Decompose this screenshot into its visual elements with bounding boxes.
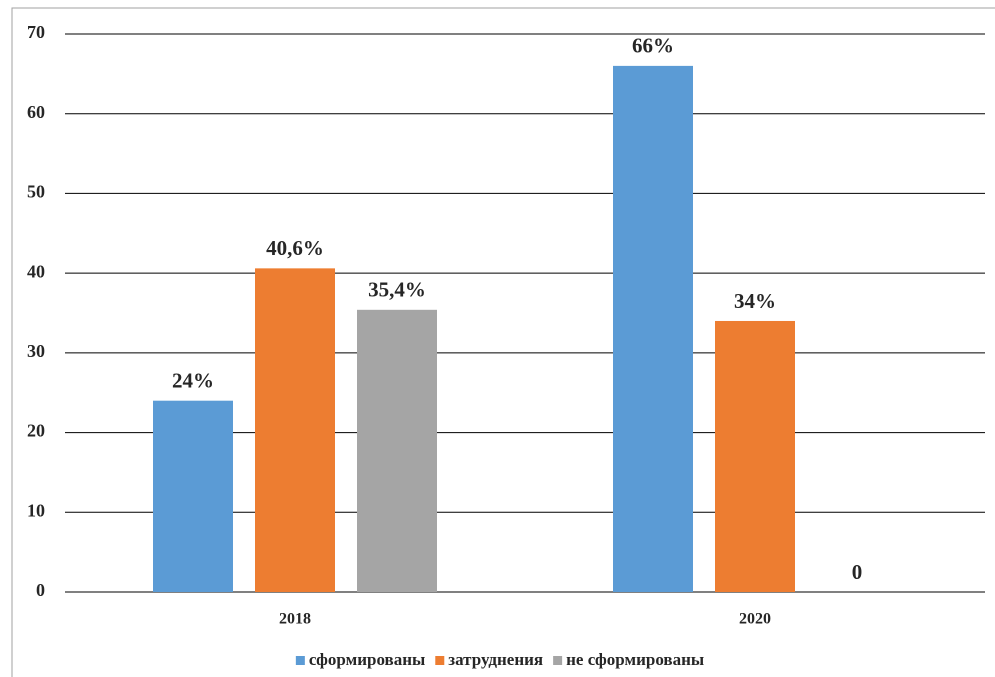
- bar: [715, 320, 795, 592]
- y-tick-label: 50: [27, 182, 45, 202]
- value-label: 34%: [734, 289, 776, 313]
- legend-label: затруднения: [448, 650, 543, 669]
- value-label: 40,6%: [266, 236, 324, 260]
- value-label: 35,4%: [368, 278, 426, 302]
- value-label: 24%: [172, 368, 214, 392]
- value-label: 66%: [632, 34, 674, 58]
- bar: [255, 268, 335, 592]
- y-tick-label: 10: [27, 500, 45, 520]
- legend-label: сформированы: [309, 650, 425, 669]
- legend-label: не сформированы: [566, 650, 704, 669]
- y-tick-label: 70: [27, 22, 45, 42]
- value-label: 0: [852, 560, 863, 584]
- y-tick-label: 0: [36, 580, 45, 600]
- x-tick-label: 2020: [739, 611, 771, 628]
- y-tick-label: 40: [27, 261, 45, 281]
- legend-swatch: [553, 656, 563, 665]
- legend: сформированы затруднения не сформированы: [295, 650, 704, 669]
- bar: [613, 65, 693, 592]
- y-tick-label: 30: [27, 341, 45, 361]
- y-tick-label: 60: [27, 102, 45, 122]
- legend-swatch: [295, 656, 305, 665]
- chart-frame: [11, 7, 995, 677]
- bar: [153, 400, 233, 592]
- legend-swatch: [435, 656, 445, 665]
- bar: [357, 309, 437, 592]
- y-tick-label: 20: [27, 421, 45, 441]
- x-tick-label: 2018: [279, 611, 311, 628]
